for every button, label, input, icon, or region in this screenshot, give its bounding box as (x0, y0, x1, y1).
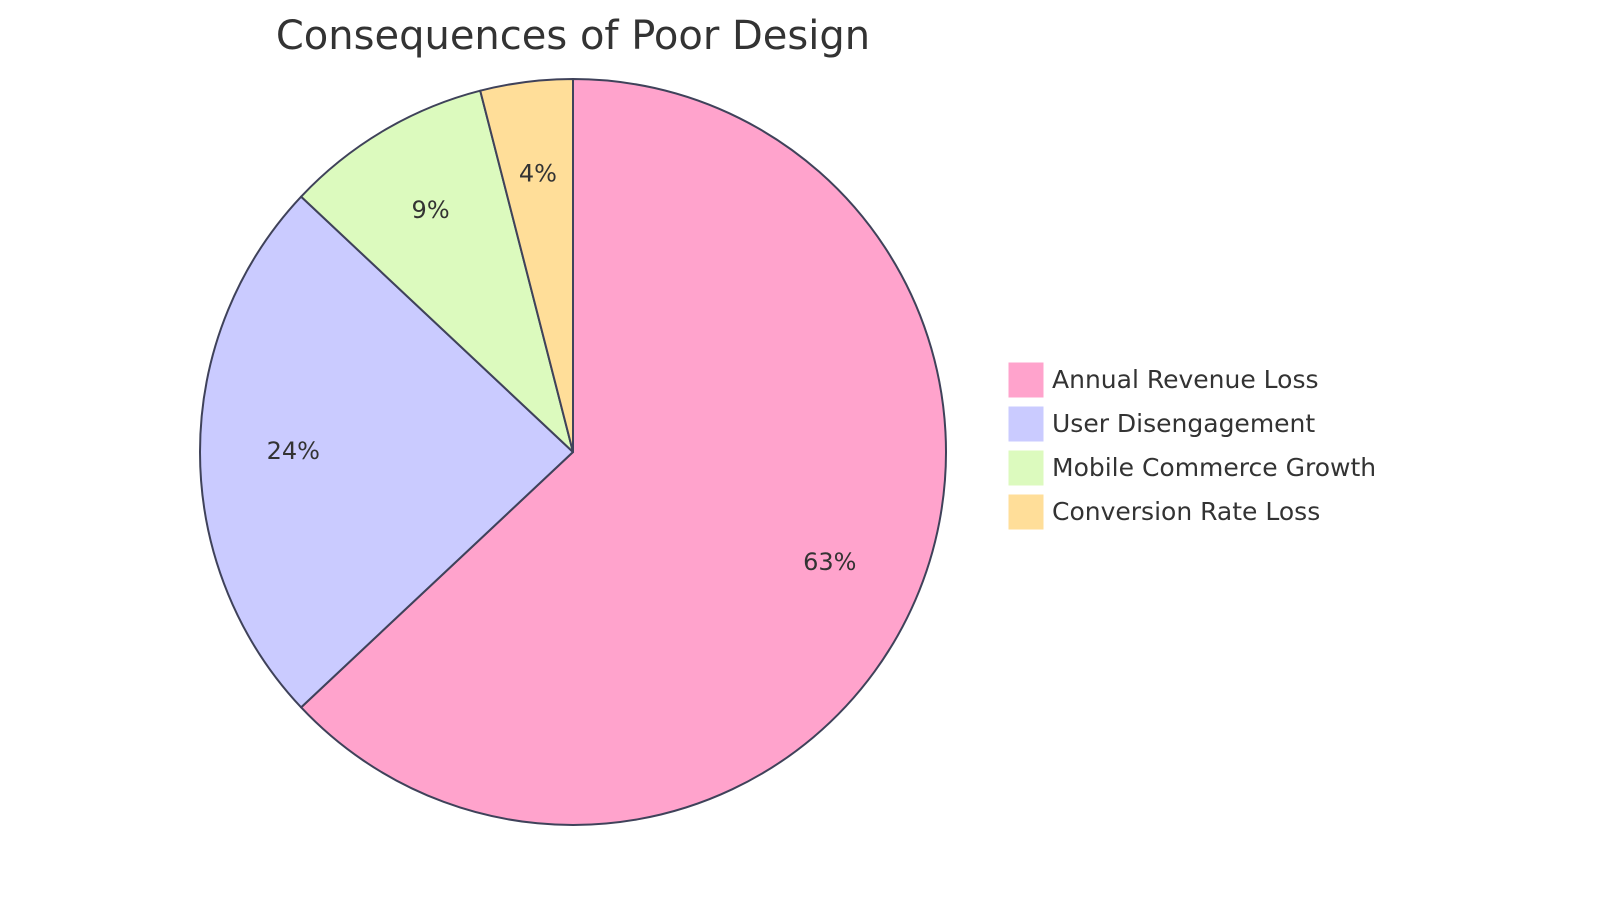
slice-label-user-disengagement: 24% (267, 437, 320, 465)
legend: Annual Revenue Loss User Disengagement Mob… (1007, 361, 1376, 531)
pie-slices (199, 78, 947, 826)
legend-label-annual-revenue-loss: Annual Revenue Loss (1052, 365, 1319, 394)
pie-slice-mobile-commerce-growth (300, 89, 574, 453)
chart-title: Consequences of Poor Design (276, 13, 870, 59)
legend-swatch-conversion-rate-loss (1007, 493, 1045, 531)
legend-label-user-disengagement: User Disengagement (1052, 409, 1315, 438)
legend-swatch-mobile-commerce-growth (1007, 449, 1045, 487)
legend-swatch-user-disengagement (1007, 405, 1045, 443)
legend-label-conversion-rate-loss: Conversion Rate Loss (1052, 497, 1320, 526)
pie-slice-labels: 63% 24% 9% 4% (267, 159, 857, 576)
pie-slice-conversion-rate-loss (479, 78, 574, 453)
legend-swatch-annual-revenue-loss (1007, 361, 1045, 399)
slice-label-mobile-commerce-growth: 9% (412, 196, 450, 224)
pie-slice-annual-revenue-loss (300, 78, 947, 826)
legend-label-mobile-commerce-growth: Mobile Commerce Growth (1052, 453, 1376, 482)
slice-label-conversion-rate-loss: 4% (519, 159, 557, 187)
slice-label-annual-revenue-loss: 63% (803, 548, 856, 576)
pie-slice-user-disengagement (199, 195, 574, 709)
